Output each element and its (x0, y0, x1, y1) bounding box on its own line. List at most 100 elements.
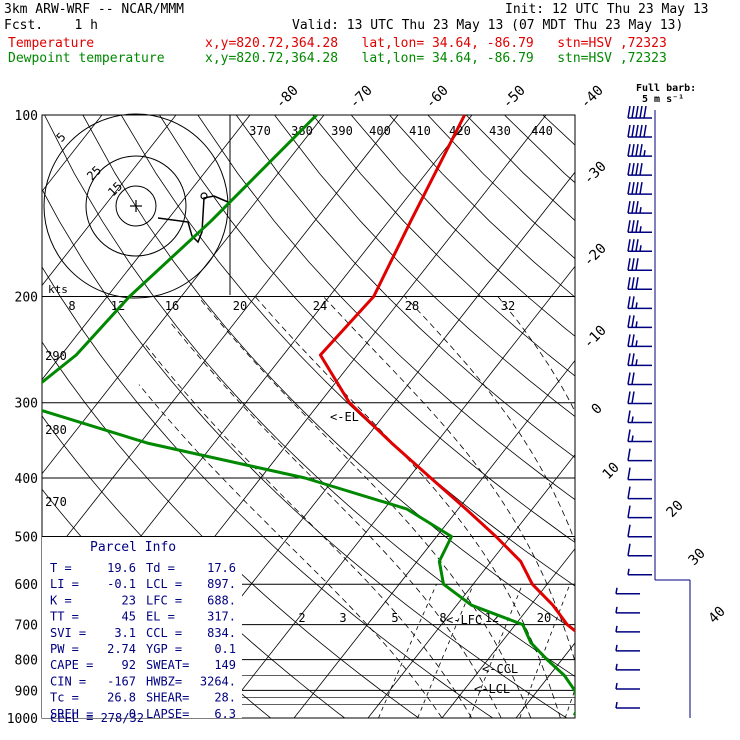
wind-barb-flag (627, 239, 631, 252)
wind-barb-flag (631, 105, 635, 119)
parcel-info-value: 6.3 (214, 707, 236, 721)
wind-barb-flag (615, 682, 618, 690)
theta-label: 410 (409, 124, 431, 138)
parcel-info-value: 28. (214, 691, 236, 705)
wind-barb-flag (643, 124, 647, 138)
plot-frame (41, 114, 576, 719)
wind-barb-flag (631, 334, 635, 347)
wind-barb-flag (643, 149, 646, 157)
pressure-tick-label: 500 (15, 530, 38, 545)
wind-barb-flag (627, 372, 631, 385)
parcel-info-value: 149 (214, 658, 236, 672)
parcel-info-value: 688. (207, 593, 236, 607)
wind-barb-flag (635, 321, 638, 328)
isotherm-line (293, 359, 575, 718)
wind-barb-flag (631, 239, 635, 252)
mixing-ratio-line (378, 584, 437, 718)
wind-barb-flag (631, 143, 635, 157)
parcel-info-key: CAPE = (50, 658, 93, 672)
wind-barb-flag (635, 105, 639, 119)
wind-barb-flag (639, 182, 643, 195)
barb-legend-1: Full barb: (636, 83, 697, 94)
wind-barb-flag (635, 239, 639, 252)
mixing-ratio-line (469, 584, 523, 718)
theta-label: 430 (489, 124, 511, 138)
wind-barb-flag (639, 207, 642, 214)
valid-time: Valid: 13 UTC Thu 23 May 13 (07 MDT Thu … (292, 18, 684, 33)
parcel-info-key: SREH = (50, 707, 93, 721)
wind-barb-flag (631, 391, 635, 404)
wind-barb-flag (635, 258, 639, 271)
legend-temperature-loc: x,y=820.72,364.28 lat,lon= 34.64, -86.79… (205, 36, 667, 51)
wind-barb-flag (627, 201, 631, 214)
wind-barb-flag (631, 124, 635, 138)
mixing-ratio-label: 2 (298, 611, 305, 625)
wind-barb-flag (635, 201, 639, 214)
pressure-tick-label: 700 (15, 619, 38, 634)
wind-barb-flag (631, 416, 634, 423)
parcel-info-value: 23 (122, 593, 136, 607)
parcel-info-box (42, 537, 242, 718)
dry-adiabat-line (465, 115, 575, 222)
wind-barb-flag (627, 410, 631, 423)
mixing-ratio-label: 20 (537, 611, 551, 625)
theta-label: 390 (331, 124, 353, 138)
parcel-info-title: Parcel Info (90, 540, 176, 555)
hodograph-speed-label: 24 (313, 299, 327, 313)
wind-barb-flag (627, 124, 631, 138)
theta-label: 270 (45, 495, 67, 509)
temperature-tick-label: -70 (347, 83, 376, 112)
parcel-info-value: 19.6 (107, 561, 136, 575)
isotherm-line (590, 115, 740, 718)
parcel-info-key: EL = (146, 610, 175, 624)
wind-barb-flag (627, 334, 631, 347)
parcel-info-key: SVI = (50, 626, 86, 640)
mixing-ratio-label: 3 (339, 611, 346, 625)
wind-barb-flag (627, 568, 630, 575)
temperature-tick-label: -10 (581, 323, 610, 352)
wind-barb-flag (627, 467, 631, 480)
wind-barb-flag (635, 162, 639, 176)
dry-adiabat-line (235, 115, 575, 459)
moist-adiabat-line (169, 321, 502, 718)
legend-temperature: Temperature (8, 36, 95, 51)
parcel-info-value: 317. (207, 610, 236, 624)
level-marker-label: <-LFC (446, 613, 482, 627)
wind-barb-flag (615, 701, 618, 709)
temperature-tick-label: -20 (581, 241, 610, 270)
dry-adiabat-line (312, 115, 575, 377)
wind-barb-flag (615, 644, 618, 652)
wind-barb-flag (639, 245, 642, 252)
parcel-info-key: LI = (50, 577, 79, 591)
dry-adiabat-line (389, 115, 575, 298)
isotherm-line (441, 548, 575, 718)
dry-adiabat-line (82, 115, 575, 632)
model-title: 3km ARW-WRF -- NCAR/MMM (4, 2, 185, 17)
theta-label: 400 (369, 124, 391, 138)
theta-label: 290 (45, 349, 67, 363)
parcel-info-key: SWEAT= (146, 658, 189, 672)
wind-barb-flag (627, 182, 631, 195)
wind-barb-flag (627, 391, 631, 404)
dry-adiabat-line (274, 115, 575, 417)
isotherm-line (515, 642, 575, 718)
hodograph-ring (115, 185, 157, 227)
hodograph-speed-label: 28 (405, 299, 419, 313)
parcel-info-key: CCL = (146, 626, 182, 640)
wind-barb-flag (627, 448, 631, 461)
wind-barb-flag (631, 353, 635, 366)
isotherm-line (42, 115, 251, 381)
wind-barb-flag (635, 124, 639, 138)
parcel-info-cell: CELL = 278/32 (50, 711, 144, 725)
parcel-info-value: 897. (207, 577, 236, 591)
wind-barb-flag (627, 162, 631, 176)
level-marker-label: <-EL (330, 410, 359, 424)
hodograph-speed-label: 12 (111, 299, 125, 313)
wind-barb-flag (627, 486, 631, 499)
wind-barb-flag (627, 315, 631, 328)
wind-barb-flag (635, 143, 639, 157)
temperature-tick-label: 20 (664, 498, 687, 521)
dry-adiabat-line (350, 115, 575, 337)
parcel-info-key: Td = (146, 561, 175, 575)
parcel-info-value: 3.1 (114, 626, 136, 640)
